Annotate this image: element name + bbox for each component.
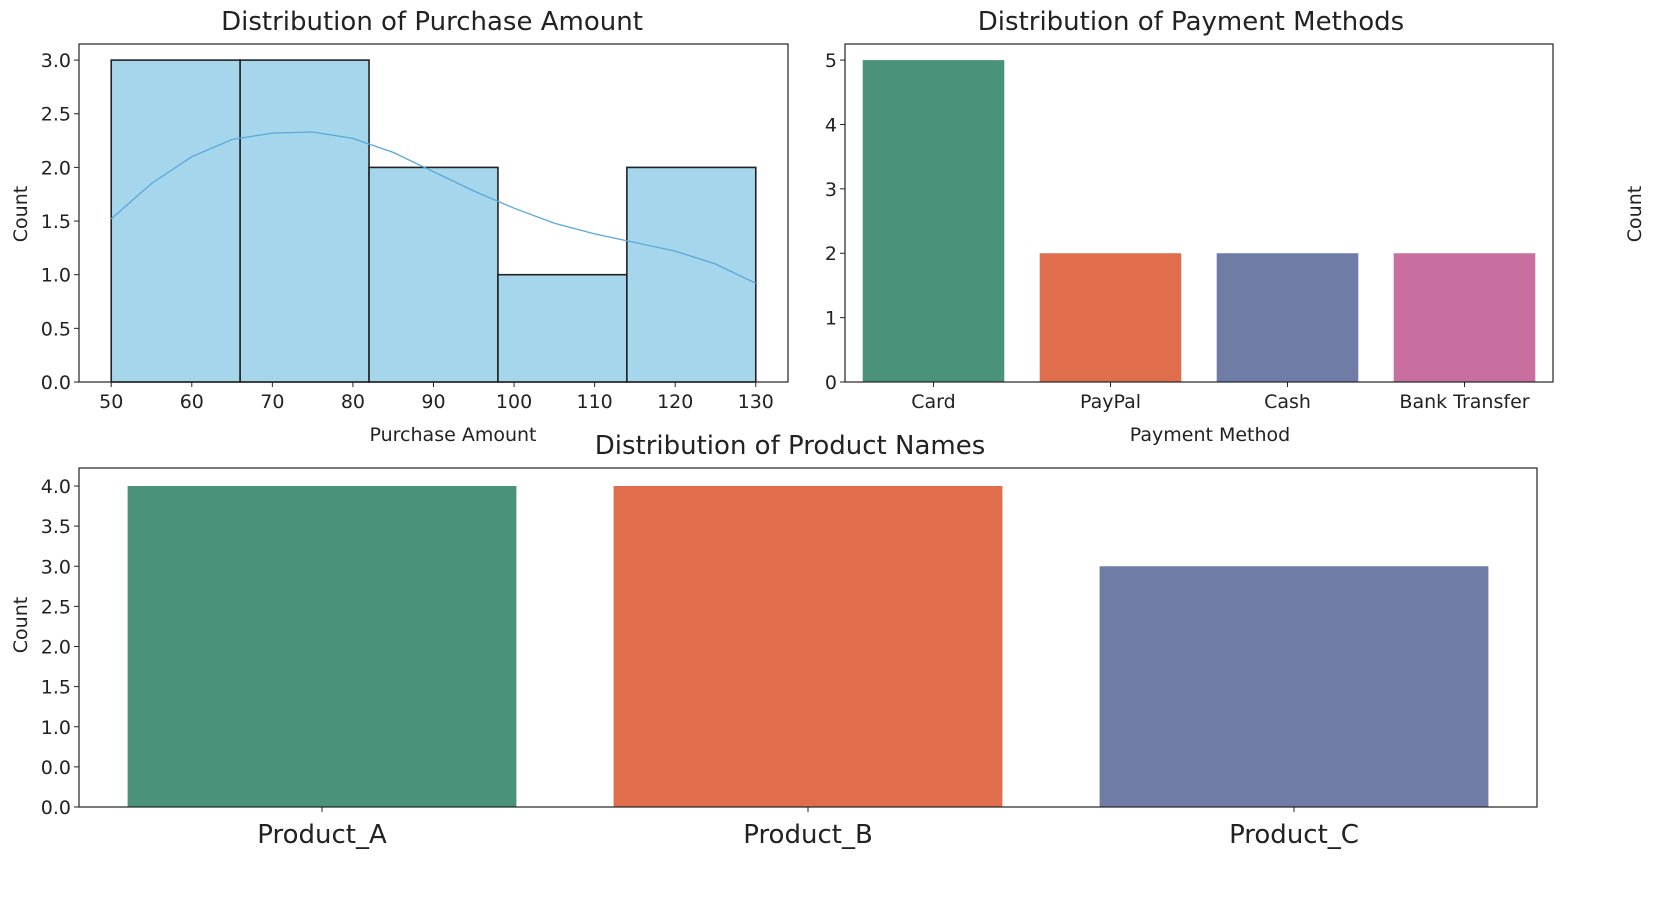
y-axis-label: Count [1624,186,1646,242]
y-tick-label: 1.5 [41,211,71,233]
x-tick-label: 50 [99,391,123,413]
chart-title: Distribution of Payment Methods [978,7,1404,37]
y-tick-label: 2.5 [41,596,71,618]
y-ticks: 0.0 0.5 1.0 1.5 2.0 2.5 3.0 [41,50,79,394]
y-tick-label: 5 [825,50,837,72]
histogram-bar [626,166,757,383]
x-tick-label: PayPal [1080,391,1141,413]
x-tick-label: 90 [421,391,445,413]
y-axis-label: Count [10,186,32,242]
bar-bank-transfer [1393,253,1536,382]
y-tick-label: 1.0 [41,717,71,739]
bar-product-a [127,486,517,807]
y-tick-label: 3 [825,179,837,201]
x-tick-label: Card [911,391,955,413]
bar-card [862,60,1005,382]
x-axis-label: Payment Method [1130,424,1290,446]
purchase-amount-histogram-panel: Distribution of Purchase Amount Purchase… [0,0,830,460]
x-tick-label: Product_B [743,820,873,850]
y-tick-label: 0.0 [41,797,71,819]
x-tick-label: Product_A [257,820,387,850]
y-tick-label: 1 [825,308,837,330]
x-ticks: Card PayPal Cash Bank Transfer [911,382,1530,413]
y-tick-label: 3.0 [41,556,71,578]
x-ticks: Product_A Product_B Product_C [257,807,1359,850]
bar-paypal [1039,253,1182,382]
histogram-bar [497,273,628,383]
x-tick-label: 80 [341,391,365,413]
y-tick-label: 4 [825,114,837,136]
x-tick-label: 130 [738,391,774,413]
x-ticks: 50 60 70 80 90 100 110 120 130 [99,382,774,413]
y-tick-label: 0 [825,372,837,394]
bars [127,486,1489,807]
x-tick-label: 120 [657,391,693,413]
x-tick-label: 60 [180,391,204,413]
x-axis-label: Purchase Amount [370,424,537,446]
kde-curve [110,131,757,284]
bar-product-b [613,486,1003,807]
bar-cash [1216,253,1359,382]
x-tick-label: Product_C [1229,820,1359,850]
chart-title: Distribution of Purchase Amount [221,7,643,37]
chart-title: Distribution of Product Names [595,431,986,461]
product-names-bar-chart: Distribution of Product Names Count Prod… [10,431,1538,850]
y-tick-label: 0.0 [41,372,71,394]
y-tick-label: 2.0 [41,157,71,179]
purchase-amount-histogram: Distribution of Purchase Amount Purchase… [10,7,789,446]
y-axis-label: Count [10,597,32,653]
y-ticks: 0.0 0.0 1.0 1.5 2.0 2.5 3.0 3.5 4.0 [41,476,79,819]
y-ticks: 0 1 2 3 4 5 [825,50,845,394]
y-tick-label: 0.0 [41,757,71,779]
x-tick-label: 100 [496,391,532,413]
y-tick-label: 2.0 [41,637,71,659]
bars [862,60,1536,382]
x-tick-label: 70 [260,391,284,413]
histogram-bars [110,59,757,383]
y-tick-label: 1.5 [41,677,71,699]
plot-frame [78,43,789,383]
plot-frame [844,43,1554,383]
payment-methods-chart-panel: Distribution of Payment Methods Payment … [825,0,1668,460]
y-tick-label: 3.5 [41,516,71,538]
y-tick-label: 4.0 [41,476,71,498]
product-names-chart-panel: Distribution of Product Names Count Prod… [0,431,1668,923]
y-tick-label: 0.5 [41,318,71,340]
payment-methods-bar-chart: Distribution of Payment Methods Payment … [825,7,1646,446]
y-tick-label: 1.0 [41,265,71,287]
histogram-bar [368,166,499,383]
y-tick-label: 3.0 [41,50,71,72]
y-tick-label: 2.5 [41,104,71,126]
plot-frame [78,467,1538,808]
x-tick-label: Bank Transfer [1399,391,1529,413]
histogram-bar [239,59,370,383]
x-tick-label: 110 [577,391,613,413]
x-tick-label: Cash [1264,391,1311,413]
histogram-bar [110,59,241,383]
bar-product-c [1099,566,1489,807]
y-tick-label: 2 [825,243,837,265]
